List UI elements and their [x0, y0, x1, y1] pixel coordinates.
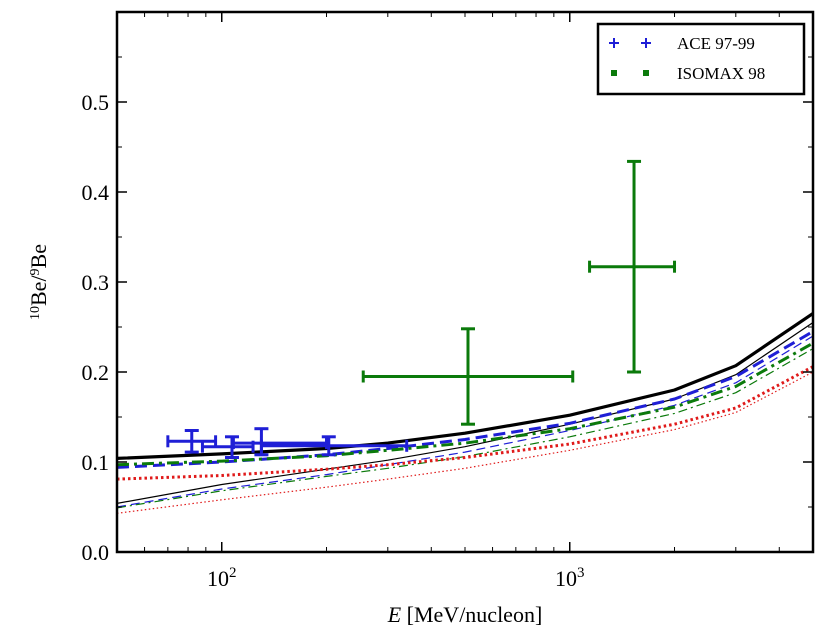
legend-isomax-marker [643, 70, 649, 76]
data-point-1-1 [588, 159, 677, 374]
measurement-points [166, 159, 677, 459]
y-axis-base-2: Be [26, 244, 51, 268]
curve-5 [117, 348, 813, 509]
y-tick-label-3: 0.3 [82, 270, 110, 295]
y-tick-label-5: 0.5 [82, 90, 110, 115]
curve-1 [117, 322, 813, 504]
data-point-1-0 [361, 327, 575, 426]
x-tick-label-0: 102 [207, 565, 237, 591]
y-axis-sup-2: 9 [28, 268, 43, 275]
model-curves [117, 312, 813, 514]
legend-label-ace: ACE 97-99 [677, 34, 755, 53]
y-tick-label-2: 0.2 [82, 360, 110, 385]
y-tick-label-4: 0.4 [82, 180, 110, 205]
curve-3 [117, 335, 813, 508]
curve-6 [117, 365, 813, 481]
x-tick-label-1: 103 [555, 565, 585, 591]
legend-label-isomax: ISOMAX 98 [677, 64, 765, 83]
axis-ticks: 0.0 0.1 0.2 0.3 0.4 0.5 102 103 [82, 12, 814, 591]
curve-0 [117, 312, 813, 460]
y-axis-base-1: Be/ [26, 275, 51, 306]
data-point-0-3 [259, 435, 409, 457]
legend: ACE 97-99 ISOMAX 98 [596, 22, 806, 96]
y-tick-label-1: 0.1 [82, 450, 110, 475]
y-tick-label-0: 0.0 [82, 540, 110, 565]
curve-4 [117, 341, 813, 467]
legend-markers [609, 38, 651, 76]
legend-isomax-marker [611, 70, 617, 76]
x-axis-var: E [387, 602, 402, 627]
curve-7 [117, 371, 813, 514]
data-point-0-0 [166, 429, 218, 454]
y-axis-sup-1: 10 [28, 306, 43, 320]
x-axis-unit: [MeV/nucleon] [401, 602, 542, 627]
curve-2 [117, 330, 813, 469]
legend-box [596, 22, 806, 96]
x-axis-title: E [MeV/nucleon] [387, 602, 543, 627]
y-axis-title: 10Be/9Be [26, 244, 51, 320]
